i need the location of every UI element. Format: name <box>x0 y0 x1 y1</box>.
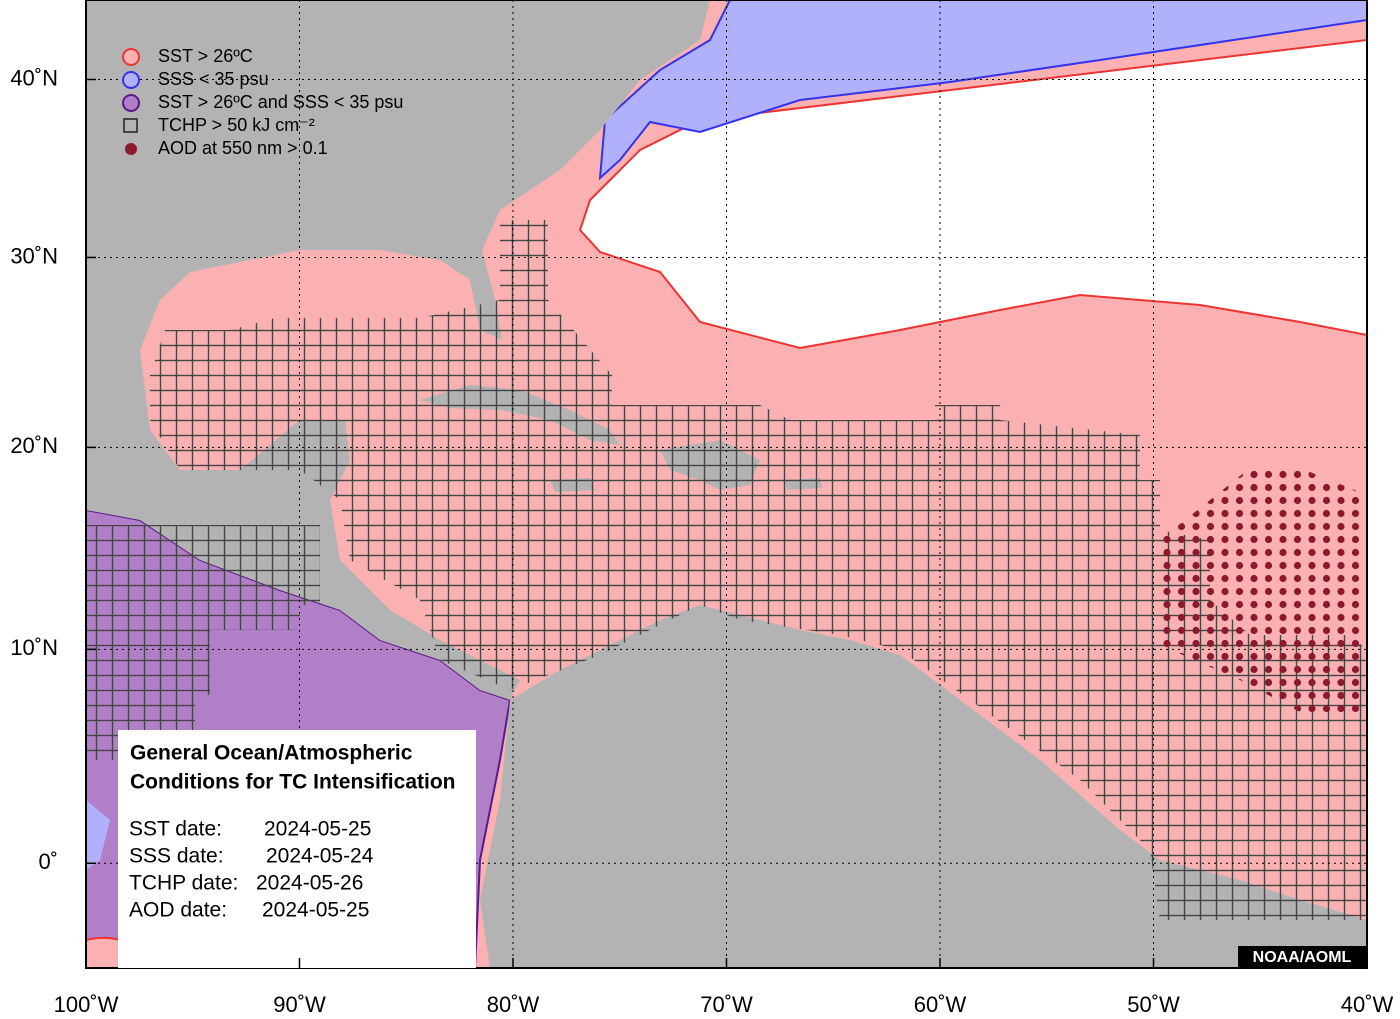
x-tick-label: 50˚W <box>1127 992 1180 1017</box>
map-layers <box>86 0 1367 968</box>
legend-marker <box>122 71 140 89</box>
legend-marker <box>125 143 137 155</box>
info-title: Conditions for TC Intensification <box>130 771 455 794</box>
tchp-region <box>150 220 1367 920</box>
aod-region <box>1160 468 1367 712</box>
legend-marker <box>123 118 138 133</box>
y-tick-label: 30˚N <box>10 243 58 268</box>
y-tick-label: 20˚N <box>10 433 58 458</box>
info-box-bg <box>118 730 476 968</box>
legend-text: SSS < 35 psu <box>158 69 269 89</box>
legend-text: SST > 26ºC <box>158 46 253 66</box>
date-value: 2024-05-25 <box>264 818 371 841</box>
legend-text: AOD at 550 nm > 0.1 <box>158 138 328 158</box>
date-value: 2024-05-26 <box>256 872 363 895</box>
y-tick-label: 40˚N <box>10 65 58 90</box>
axes: 100˚W 90˚W 80˚W 70˚W 60˚W 50˚W 40˚W 0˚ 10˚N 20˚N 3… <box>10 65 1393 1017</box>
tchp-region <box>86 525 320 760</box>
x-tick-label: 100˚W <box>54 992 119 1017</box>
date-value: 2024-05-25 <box>262 899 369 922</box>
date-value: 2024-05-24 <box>266 845 374 868</box>
date-label: TCHP date: <box>129 872 238 895</box>
legend-marker <box>122 48 140 66</box>
x-tick-label: 80˚W <box>487 992 540 1017</box>
legend-text: TCHP > 50 kJ cm⁻² <box>158 115 315 135</box>
legend-text: SST > 26ºC and SSS < 35 psu <box>158 92 403 112</box>
legend: SST > 26ºC SSS < 35 psu SST > 26ºC and S… <box>122 46 403 158</box>
date-label: SST date: <box>129 818 222 841</box>
cool-sst-region <box>578 38 1367 350</box>
x-tick-label: 70˚W <box>700 992 753 1017</box>
date-label: AOD date: <box>129 899 227 922</box>
y-tick-label: 10˚N <box>10 635 58 660</box>
info-title: General Ocean/Atmospheric <box>130 742 413 765</box>
x-tick-label: 40˚W <box>1341 992 1394 1017</box>
legend-marker <box>122 94 140 112</box>
low-sss-region <box>598 0 1367 181</box>
land-south-america <box>480 605 1367 968</box>
low-sss-region <box>86 800 110 870</box>
credit: NOAA/AOML <box>1253 949 1352 966</box>
y-tick-label: 0˚ <box>38 849 58 874</box>
x-tick-label: 90˚W <box>273 992 326 1017</box>
date-label: SSS date: <box>129 845 224 868</box>
info-box: General Ocean/Atmospheric Conditions for… <box>118 730 476 968</box>
x-tick-label: 60˚W <box>914 992 967 1017</box>
credit-bg <box>1238 946 1367 968</box>
